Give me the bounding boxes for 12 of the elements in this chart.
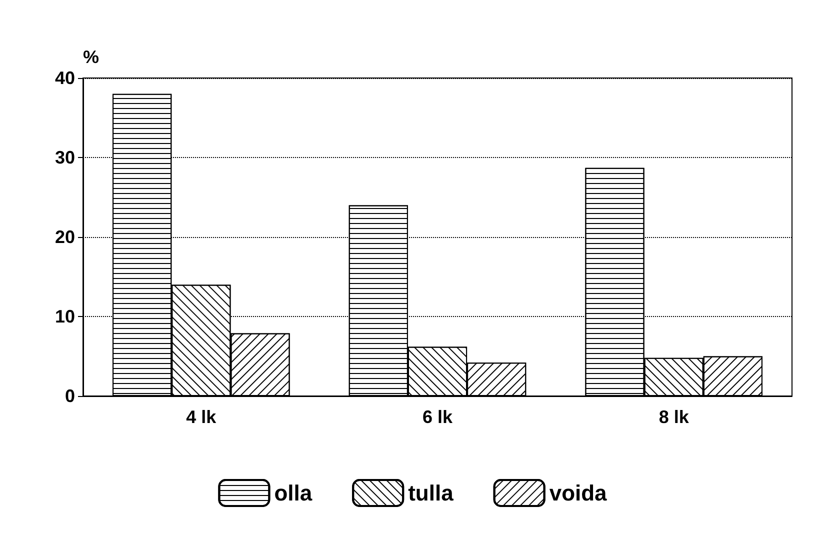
legend-label: tulla xyxy=(408,480,454,506)
y-tick-label: 40 xyxy=(54,68,75,88)
legend-label: olla xyxy=(274,480,313,506)
x-tick-label: 8 lk xyxy=(658,407,690,427)
y-tick-label: 30 xyxy=(54,148,75,168)
y-tick-label: 20 xyxy=(54,227,75,247)
x-tick-label: 6 lk xyxy=(422,407,454,427)
y-axis-title: % xyxy=(83,47,100,67)
y-tick-label: 0 xyxy=(64,386,75,406)
legend-label: voida xyxy=(549,480,608,506)
y-tick-label: 10 xyxy=(54,306,75,326)
x-tick-label: 4 lk xyxy=(186,407,218,427)
